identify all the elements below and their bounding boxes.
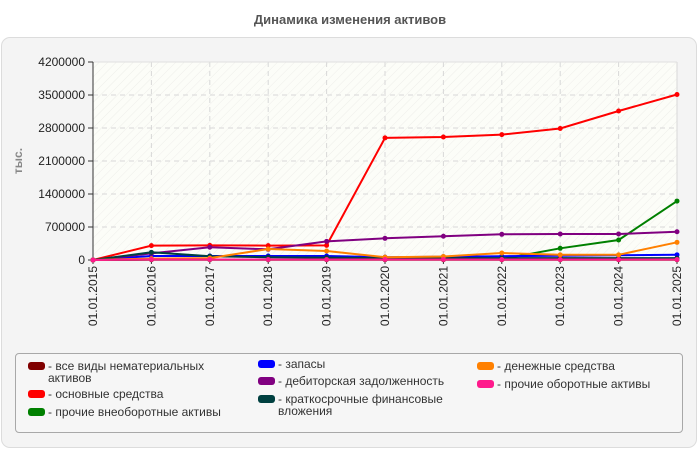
legend-item-other-current: - прочие оборотные активы xyxy=(477,378,687,390)
svg-text:3500000: 3500000 xyxy=(38,88,85,102)
legend: - все виды нематериальных активов - осно… xyxy=(15,353,683,433)
series-lines xyxy=(90,92,680,263)
x-axis-tick-labels: 01.01.2015 01.01.2016 01.01.2017 01.01.2018… xyxy=(86,266,684,326)
svg-text:1400000: 1400000 xyxy=(38,187,85,201)
svg-text:01.01.2025: 01.01.2025 xyxy=(670,266,684,326)
legend-item-inventory: - запасы xyxy=(258,358,478,370)
svg-text:01.01.2023: 01.01.2023 xyxy=(553,266,567,326)
svg-text:01.01.2021: 01.01.2021 xyxy=(436,266,450,326)
legend-item-other-noncurrent: - прочие внеоборотные активы xyxy=(28,406,258,418)
legend-swatch xyxy=(28,362,45,370)
legend-swatch xyxy=(258,395,275,403)
svg-text:4200000: 4200000 xyxy=(38,55,85,69)
legend-swatch xyxy=(477,380,494,388)
chart-title: Динамика изменения активов xyxy=(253,12,447,27)
legend-swatch xyxy=(477,362,494,370)
legend-swatch xyxy=(28,390,45,398)
svg-text:01.01.2024: 01.01.2024 xyxy=(612,266,626,326)
svg-text:2800000: 2800000 xyxy=(38,121,85,135)
legend-item-intangible-assets: - все виды нематериальных активов xyxy=(28,360,238,384)
svg-text:01.01.2018: 01.01.2018 xyxy=(261,266,275,326)
legend-item-fixed-assets: - основные средства xyxy=(28,388,238,400)
svg-text:01.01.2016: 01.01.2016 xyxy=(144,266,158,326)
gridlines xyxy=(93,61,678,260)
svg-text:700000: 700000 xyxy=(45,220,85,234)
legend-swatch xyxy=(258,360,275,368)
svg-text:2100000: 2100000 xyxy=(38,154,85,168)
legend-swatch xyxy=(28,408,45,416)
y-axis-tick-labels: 0 700000 1400000 2100000 2800000 3500000 42000… xyxy=(38,55,85,267)
legend-item-receivables: - дебиторская задолженность xyxy=(258,375,488,387)
legend-item-cash: - денежные средства xyxy=(477,360,687,372)
legend-swatch xyxy=(258,377,275,385)
svg-text:01.01.2015: 01.01.2015 xyxy=(86,266,100,326)
y-axis-label: тыс. xyxy=(11,148,25,174)
legend-item-short-term-investments: - краткосрочные финансовые вложения xyxy=(258,393,468,417)
svg-text:0: 0 xyxy=(78,253,85,267)
svg-text:01.01.2019: 01.01.2019 xyxy=(320,266,334,326)
svg-text:01.01.2017: 01.01.2017 xyxy=(203,266,217,326)
svg-text:01.01.2022: 01.01.2022 xyxy=(495,266,509,326)
svg-text:01.01.2020: 01.01.2020 xyxy=(378,266,392,326)
